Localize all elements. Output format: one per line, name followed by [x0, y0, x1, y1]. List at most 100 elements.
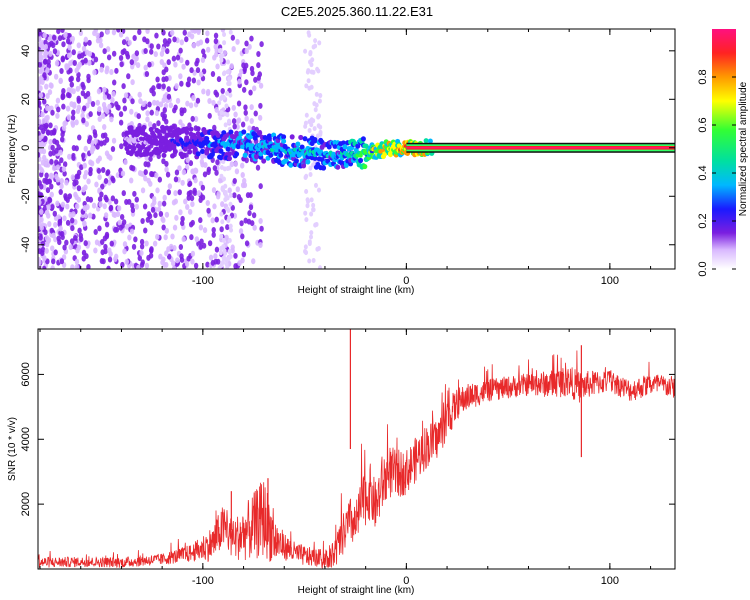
spectrogram-ridge-cell — [225, 146, 231, 152]
spectrogram-noise-cell — [212, 203, 217, 210]
spectrogram-noise-cell — [198, 71, 204, 78]
spectrogram-noise-cell — [317, 98, 322, 104]
spectrogram-noise-cell — [75, 85, 81, 92]
spectrogram-noise-cell — [81, 84, 86, 91]
spectrogram-noise-cell — [38, 36, 42, 43]
spectrogram-noise-cell — [68, 76, 73, 83]
spectrogram-ridge-cell — [242, 152, 248, 158]
spectrogram-noise-cell — [96, 167, 102, 174]
spectrogram-noise-cell — [122, 248, 127, 255]
spectrogram-noise-cell — [160, 216, 165, 223]
spectrogram-noise-cell — [309, 84, 314, 90]
spectrogram-ridge-cell — [184, 129, 190, 136]
spectrogram-noise-cell — [223, 111, 228, 117]
spectrogram-ridge-cell — [288, 162, 294, 168]
spectrogram-ridge-cell — [188, 126, 194, 132]
spectrogram-noise-cell — [136, 264, 141, 269]
spectrogram-noise-cell — [308, 171, 313, 177]
spectrogram-noise-cell — [74, 67, 79, 74]
spectrogram-noise-cell — [72, 235, 78, 242]
spectrogram-ridge-cell — [321, 165, 327, 171]
spectrogram-noise-cell — [258, 183, 263, 190]
spectrogram-ridge-cell — [335, 164, 341, 170]
spectrogram-noise-cell — [196, 79, 201, 86]
spectrogram-ridge-cell — [195, 151, 201, 157]
spectrogram-noise-cell — [145, 216, 151, 223]
spectrogram-ridge-cell — [281, 134, 287, 140]
spectrogram-noise-cell — [313, 107, 318, 113]
spectrogram-noise-cell — [207, 240, 213, 247]
spectrogram-noise-cell — [98, 42, 104, 49]
spectrogram-noise-cell — [131, 53, 136, 60]
spectrogram-noise-cell — [110, 195, 116, 202]
spectrogram-noise-cell — [38, 151, 41, 158]
spectrogram-noise-cell — [228, 201, 233, 207]
snr-series-line — [38, 350, 675, 569]
spectrogram-noise-cell — [251, 212, 257, 219]
spectrogram-noise-cell — [149, 246, 154, 253]
spectrogram-noise-cell — [182, 29, 187, 36]
spectrogram-noise-cell — [239, 220, 244, 227]
spectrogram-noise-cell — [116, 104, 121, 111]
spectrogram-ridge-cell — [423, 138, 429, 144]
spectrogram-noise-cell — [217, 100, 222, 106]
spectrogram-noise-cell — [71, 144, 77, 151]
spectrogram-noise-cell — [96, 88, 102, 95]
spectrogram-ytick-label: 20 — [20, 93, 32, 105]
spectrogram-noise-cell — [68, 67, 73, 74]
spectrogram-noise-cell — [225, 165, 230, 171]
spectrogram-noise-cell — [41, 265, 47, 269]
spectrogram-noise-cell — [257, 71, 263, 78]
spectrogram-noise-cell — [160, 259, 165, 266]
spectrogram-noise-cell — [312, 101, 317, 107]
spectrogram-noise-cell — [76, 95, 81, 102]
spectrogram-noise-cell — [67, 193, 73, 200]
spectrogram-noise-cell — [161, 76, 166, 83]
spectrogram-noise-cell — [122, 97, 127, 104]
snr-ytick-label: 4000 — [20, 427, 32, 451]
spectrogram-noise-cell — [162, 113, 168, 120]
spectrogram-noise-cell — [185, 203, 190, 210]
spectrogram-noise-cell — [142, 36, 147, 43]
spectrogram-noise-cell — [105, 46, 111, 53]
spectrogram-noise-cell — [152, 123, 157, 130]
spectrogram-noise-cell — [155, 100, 160, 107]
spectrogram-noise-cell — [102, 48, 107, 55]
spectrogram-noise-cell — [238, 228, 244, 235]
spectrogram-noise-cell — [186, 255, 191, 262]
spectrogram-noise-cell — [61, 166, 67, 173]
spectrogram-noise-cell — [303, 244, 308, 250]
spectrogram-noise-cell — [222, 32, 227, 38]
spectrogram-noise-cell — [75, 76, 81, 83]
spectrogram-noise-cell — [311, 118, 316, 124]
spectrogram-noise-cell — [311, 162, 316, 168]
spectrogram-noise-cell — [305, 203, 310, 209]
spectrogram-noise-cell — [243, 104, 248, 111]
spectrogram-noise-cell — [173, 176, 179, 183]
spectrogram-noise-cell — [164, 66, 169, 73]
spectrogram-noise-cell — [303, 174, 308, 180]
spectrogram-noise-cell — [39, 171, 44, 178]
spectrogram-noise-cell — [57, 35, 63, 42]
spectrogram-noise-cell — [235, 186, 241, 193]
spectrogram-noise-cell — [173, 61, 178, 68]
spectrogram-noise-cell — [123, 159, 128, 166]
spectrogram-noise-cell — [83, 145, 88, 152]
spectrogram-noise-cell — [191, 77, 197, 84]
spectrogram-noise-cell — [43, 58, 48, 65]
spectrogram-noise-cell — [125, 53, 131, 60]
spectrogram-noise-cell — [164, 118, 169, 125]
spectrogram-noise-cell — [165, 48, 170, 55]
spectrogram-noise-cell — [144, 240, 149, 247]
spectrogram-noise-cell — [221, 244, 226, 250]
spectrogram-noise-cell — [97, 225, 102, 232]
spectrogram-noise-cell — [315, 133, 320, 139]
spectrogram-noise-cell — [190, 168, 196, 175]
spectrogram-noise-cell — [49, 158, 54, 165]
spectrogram-noise-cell — [111, 91, 116, 98]
spectrogram-noise-cell — [316, 187, 321, 193]
spectrogram-ridge-cell — [278, 152, 284, 158]
spectrogram-noise-cell — [42, 32, 47, 39]
spectrogram-noise-cell — [102, 123, 107, 130]
spectrogram-noise-cell — [42, 98, 47, 105]
